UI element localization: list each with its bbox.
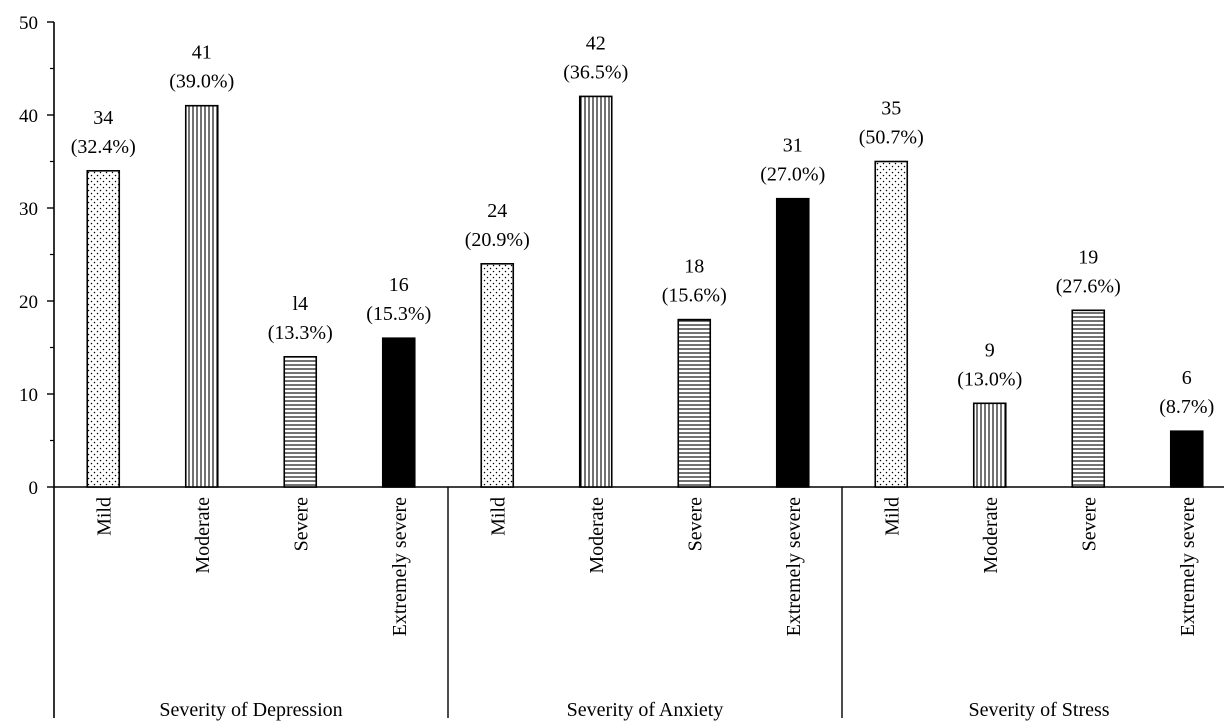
data-label-percent: (36.5%): [563, 61, 628, 83]
bars: [86, 95, 1204, 488]
bar-0-0: [86, 170, 121, 488]
bar-1-2: [677, 318, 712, 488]
data-label-count: 41: [192, 42, 212, 64]
bar-2-1: [972, 402, 1007, 488]
data-label-count: 16: [389, 274, 409, 296]
group-label: Severity of Depression: [159, 699, 342, 721]
group-label: Severity of Anxiety: [567, 699, 724, 721]
data-label-percent: (13.0%): [957, 368, 1022, 390]
data-label-count: 6: [1182, 367, 1192, 389]
data-label-percent: (27.6%): [1056, 275, 1121, 297]
category-label: Extremely severe: [1177, 497, 1199, 636]
category-label: Moderate: [980, 497, 1002, 574]
category-label: Extremely severe: [389, 497, 411, 636]
data-label-count: 42: [586, 32, 606, 54]
bar-2-3: [1169, 430, 1204, 488]
y-tick-label: 10: [19, 385, 38, 406]
category-label: Moderate: [586, 497, 608, 574]
y-tick-label: 30: [19, 199, 38, 220]
bar-1-1: [578, 95, 613, 488]
bar-1-3: [775, 197, 810, 488]
data-label-percent: (39.0%): [169, 71, 234, 93]
data-label-percent: (20.9%): [465, 229, 530, 251]
data-label-percent: (27.0%): [760, 164, 825, 186]
data-label-count: 31: [783, 135, 803, 157]
data-label-percent: (15.3%): [366, 303, 431, 325]
data-label-count: 18: [684, 256, 704, 278]
data-label-count: 19: [1078, 246, 1098, 268]
data-label-count: 24: [487, 200, 507, 222]
y-tick-label: 0: [29, 478, 39, 499]
data-label-count: 34: [93, 107, 113, 129]
category-label: Severe: [1078, 497, 1100, 552]
bar-1-0: [480, 262, 515, 488]
data-label-percent: (8.7%): [1159, 396, 1214, 418]
bar-2-0: [874, 160, 909, 488]
group-label: Severity of Stress: [968, 699, 1109, 721]
data-label-count: l4: [292, 293, 308, 315]
data-label-percent: (13.3%): [268, 322, 333, 344]
bar-0-1: [184, 104, 219, 488]
category-label: Mild: [881, 497, 903, 536]
bar-0-3: [381, 337, 416, 488]
y-tick-label: 20: [19, 292, 38, 313]
bar-2-2: [1071, 309, 1106, 488]
y-tick-label: 40: [19, 106, 38, 127]
category-label: Mild: [93, 497, 115, 536]
labels: 0 10 20 30 40 50 34 (32.4%) Mild 41 (39.0%) Moderat…: [19, 13, 1214, 721]
y-tick-label: 50: [19, 13, 38, 34]
category-label: Moderate: [192, 497, 214, 574]
category-label: Extremely severe: [783, 497, 805, 636]
category-label: Severe: [290, 497, 312, 552]
category-label: Severe: [684, 497, 706, 552]
data-label-count: 9: [985, 339, 995, 361]
data-label-count: 35: [881, 98, 901, 120]
bar-0-2: [283, 355, 318, 488]
axes: [47, 21, 1224, 718]
data-label-percent: (50.7%): [859, 127, 924, 149]
data-label-percent: (32.4%): [71, 136, 136, 158]
data-label-percent: (15.6%): [662, 285, 727, 307]
category-label: Mild: [487, 497, 509, 536]
